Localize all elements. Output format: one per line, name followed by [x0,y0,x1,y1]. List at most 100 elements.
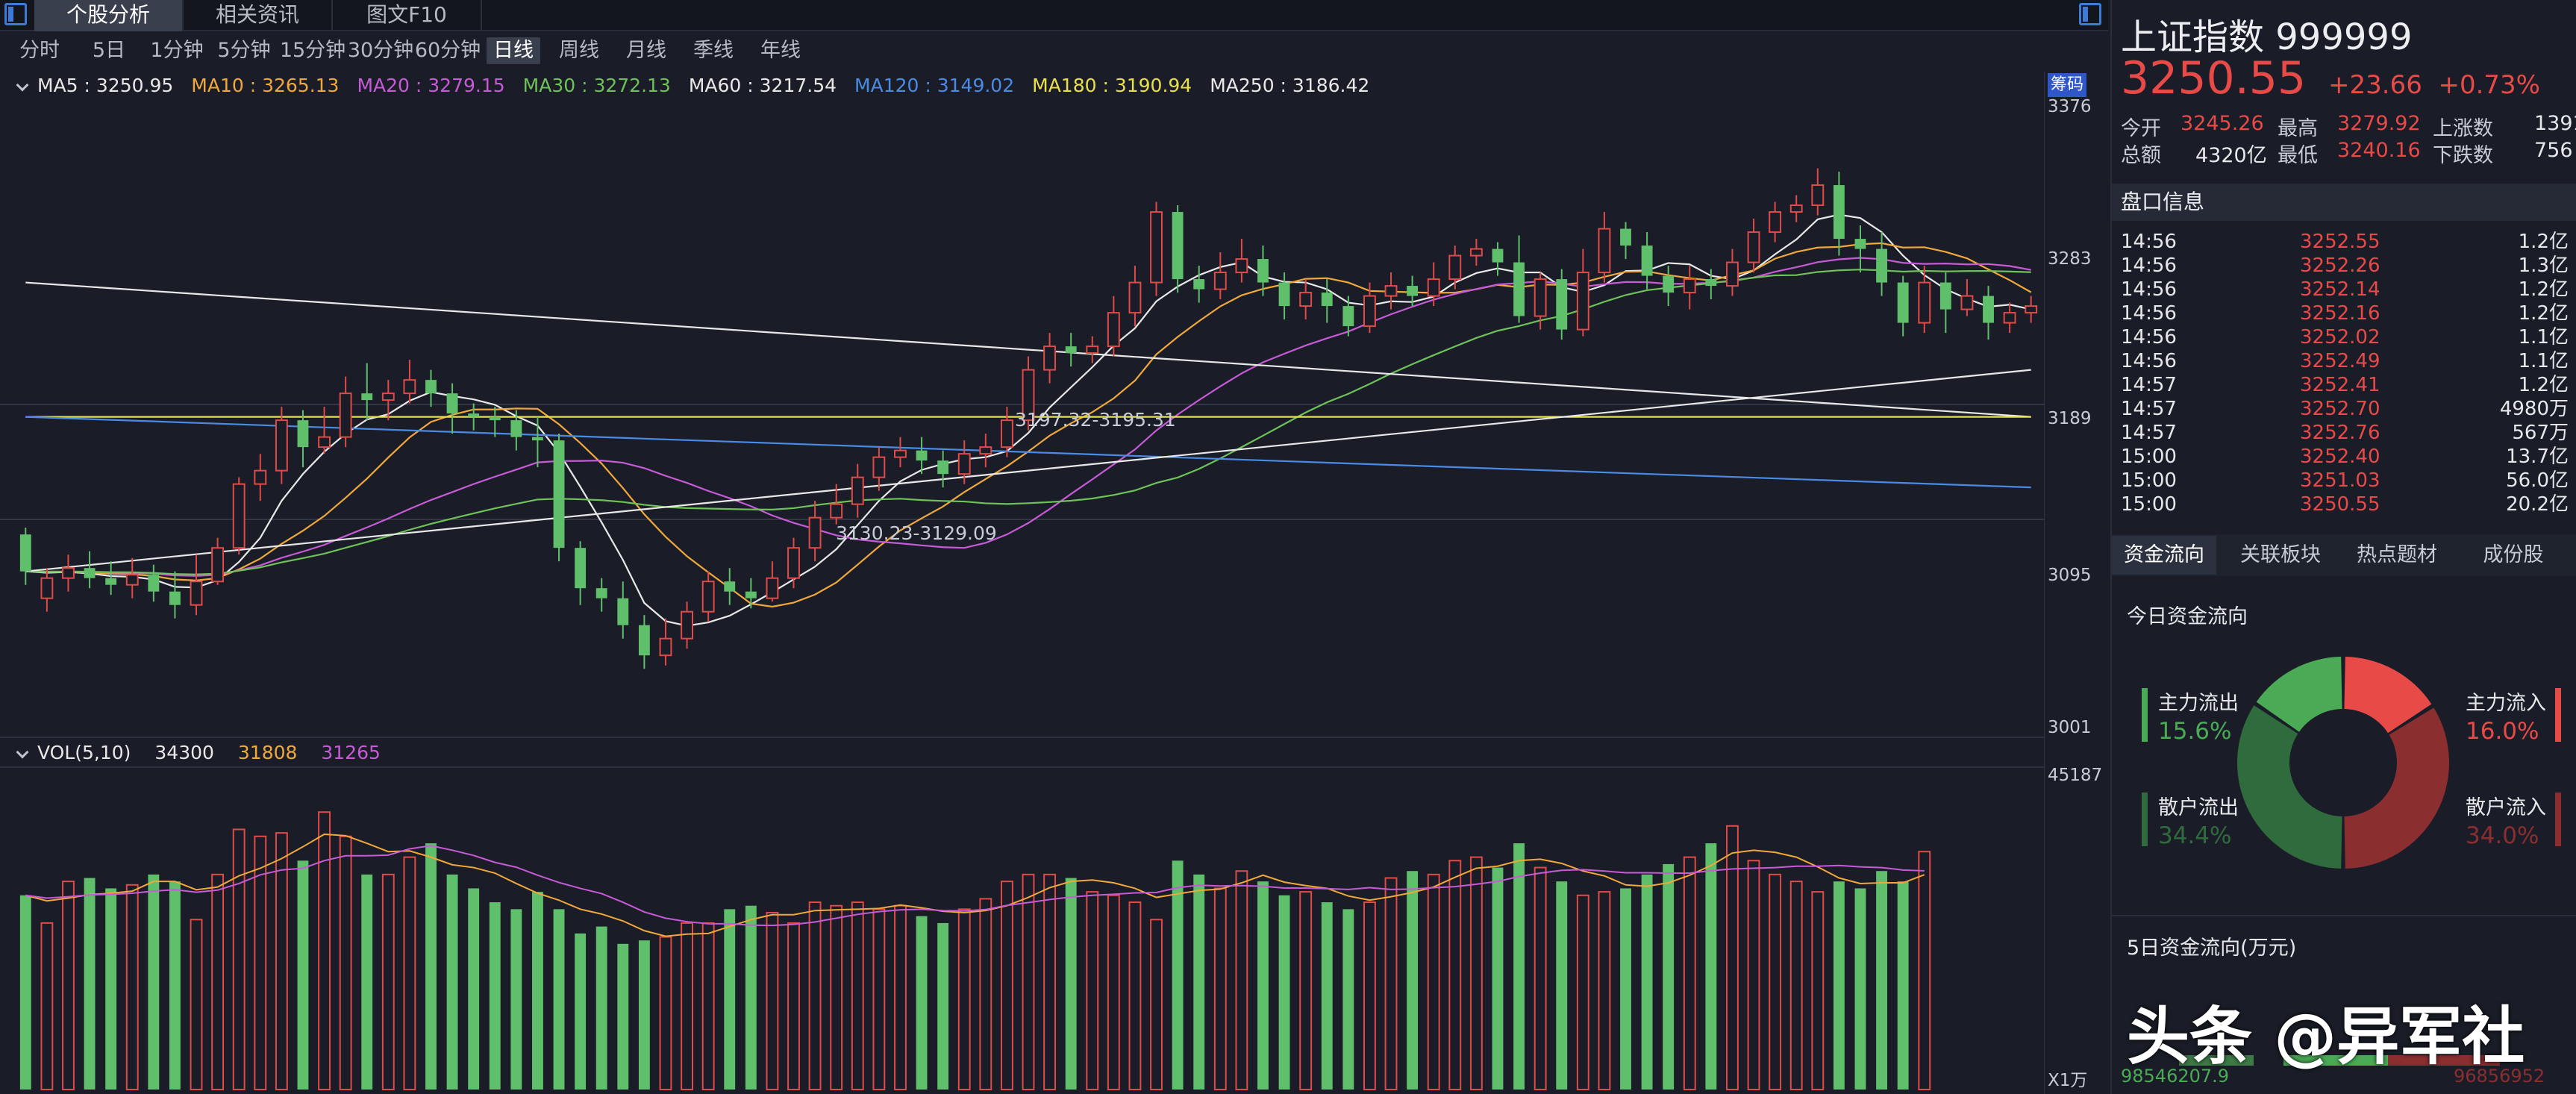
retail-out-label: 散户流出 [2158,796,2239,819]
panel-toggle-icon[interactable] [4,3,27,25]
candle-down [937,460,949,475]
period-30min[interactable]: 30分钟 [347,39,414,62]
candle-down [1407,286,1419,296]
ma-legend-item: MA5 : 3250.95 [37,75,174,96]
stat-rise-count: 上涨数 1391 [2433,112,2576,140]
candle-up [1363,295,1376,328]
candle-up [1107,312,1120,348]
stat-fall-count: 下跌数 756 [2433,139,2573,167]
top-tab-bar: 个股分析 相关资讯 图文F10 [0,0,2108,31]
tab-constituents[interactable]: 成份股 [2483,543,2544,566]
retail-out-marker [2142,793,2148,846]
chevron-down-icon[interactable] [16,746,29,759]
candle-down [1876,249,1888,283]
volume-bar-down [1854,888,1866,1090]
tab-related-news[interactable]: 相关资讯 [184,0,333,31]
candle-up [1150,211,1163,284]
volume-bar-down [84,878,96,1090]
volume-bar-down [1278,895,1290,1090]
tick-time: 14:56 [2121,350,2177,372]
volume-bar-up [808,901,822,1090]
volume-bar-up [1363,901,1376,1090]
volume-bar-up [979,898,992,1090]
candle-down [1983,296,1994,323]
candle-up [659,637,672,657]
period-yearly[interactable]: 年线 [760,39,801,62]
tab-stock-analysis[interactable]: 个股分析 [34,0,184,31]
main-in-value: 16.0% [2466,718,2539,745]
tick-price: 3252.49 [2300,350,2380,372]
volume-bar-up [1576,894,1589,1090]
period-5min[interactable]: 5分钟 [217,39,271,62]
volume-bar-up [830,904,843,1090]
period-15min[interactable]: 15分钟 [279,39,346,62]
tick-time: 14:57 [2121,374,2177,396]
volume-bar-up [1448,860,1462,1091]
period-weekly[interactable]: 周线 [559,39,599,62]
period-5day[interactable]: 5日 [92,39,126,62]
tick-price: 3252.14 [2300,278,2380,301]
tick-volume: 56.0亿 [2506,469,2569,492]
vol-ma10: 31265 [321,742,381,763]
tick-row: 14:56 3252.55 1.2亿 [2121,230,2569,254]
tick-price: 3250.55 [2300,493,2380,516]
tick-price: 3252.40 [2300,446,2380,468]
tab-f10[interactable]: 图文F10 [333,0,482,31]
candle-down [361,393,373,401]
vol-axis-unit: X1万 [2048,1071,2088,1090]
candle-down [1172,212,1184,280]
candle-up [1235,258,1248,274]
candle-up [851,476,864,505]
stat-amount: 总额 4320亿 [2121,144,2267,167]
five-day-bar [2179,1055,2254,1066]
volume-bar-down [446,874,458,1090]
volume-bar-down [1492,867,1504,1090]
tick-volume: 1.2亿 [2518,302,2569,325]
period-quarterly[interactable]: 季线 [693,39,734,62]
volume-bar-up [1427,873,1440,1090]
volume-bar-up [381,873,395,1090]
tab-hot-topics[interactable]: 热点题材 [2357,543,2437,566]
tick-price: 3252.26 [2300,254,2380,277]
volume-bar-down [1172,860,1184,1090]
candle-up [1469,248,1483,257]
volume-bar-down [1193,874,1205,1090]
index-price: 3250.55 [2121,52,2307,104]
volume-bar-down [425,843,437,1090]
volume-bar-down [1620,888,1631,1090]
five-day-bar [2388,1055,2500,1066]
ma-legend-item: MA60 : 3217.54 [688,75,837,96]
tick-volume: 1.2亿 [2518,231,2569,253]
tick-price: 3252.02 [2300,326,2380,348]
tab-related-sectors[interactable]: 关联板块 [2240,543,2321,566]
candle-down [446,393,458,414]
period-60min[interactable]: 60分钟 [414,39,481,62]
tick-time: 14:57 [2121,398,2177,420]
volume-bar-up [190,919,203,1091]
candle-up [1448,254,1462,281]
capital-flow-donut [2237,657,2449,869]
volume-bar-up [1384,877,1398,1090]
volume-bar-down [1876,871,1888,1090]
candle-down [297,420,309,448]
candle-down [1065,346,1077,354]
candle-down [1556,279,1568,330]
candle-up [1598,228,1611,274]
watermark: 头条 @异军社 [2127,1000,2525,1073]
candle-up [211,547,225,583]
candle-down [425,380,437,394]
index-change: +23.66 +0.73% [2328,70,2540,100]
candle-down [1641,246,1653,276]
volume-bar-down [575,933,587,1090]
right-panel-toggle-icon[interactable] [2079,3,2101,25]
period-monthly[interactable]: 月线 [626,39,666,62]
chip-distribution-button[interactable]: 筹码 [2048,73,2086,97]
tab-capital-flow[interactable]: 资金流向 [2112,536,2216,575]
period-1min[interactable]: 1分钟 [150,39,204,62]
candle-down [169,591,181,605]
volume-bar-up [1469,856,1483,1091]
period-daily[interactable]: 日线 [487,37,540,64]
period-timeshare[interactable]: 分时 [19,39,60,62]
price-axis-label: 3095 [2048,566,2092,585]
volume-bar-up [894,904,907,1090]
